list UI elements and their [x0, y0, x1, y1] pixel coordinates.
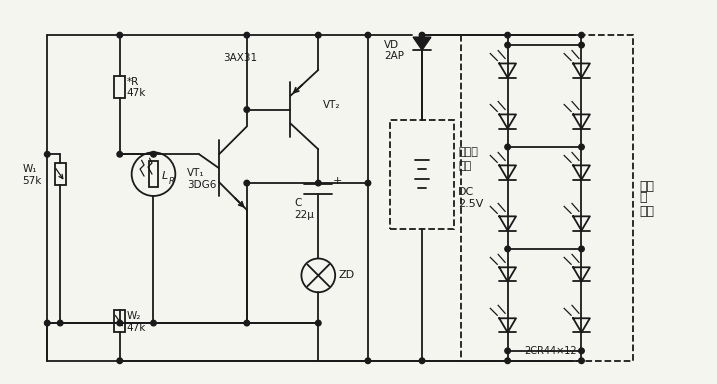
- Circle shape: [505, 144, 511, 150]
- Bar: [114, 76, 125, 98]
- Text: DC: DC: [458, 187, 475, 197]
- Text: 池组: 池组: [639, 205, 654, 218]
- Text: VT₁: VT₁: [187, 168, 205, 178]
- Circle shape: [244, 32, 250, 38]
- Circle shape: [117, 320, 123, 326]
- Circle shape: [151, 320, 156, 326]
- Circle shape: [505, 42, 511, 48]
- Circle shape: [365, 32, 371, 38]
- Circle shape: [505, 358, 511, 364]
- Text: R: R: [168, 177, 174, 185]
- Circle shape: [117, 358, 123, 364]
- Text: 47k: 47k: [127, 323, 146, 333]
- Text: VD: VD: [384, 40, 399, 50]
- Text: L: L: [161, 171, 168, 181]
- Polygon shape: [413, 37, 431, 50]
- Circle shape: [244, 180, 250, 186]
- Circle shape: [57, 320, 63, 326]
- Text: C: C: [295, 198, 302, 208]
- Text: 硅光: 硅光: [639, 180, 654, 192]
- Circle shape: [505, 32, 511, 38]
- Circle shape: [315, 32, 321, 38]
- Circle shape: [579, 144, 584, 150]
- Circle shape: [315, 320, 321, 326]
- Circle shape: [365, 358, 371, 364]
- Circle shape: [579, 358, 584, 364]
- Circle shape: [419, 358, 424, 364]
- Circle shape: [117, 32, 123, 38]
- Bar: [148, 161, 158, 187]
- Circle shape: [505, 348, 511, 354]
- Circle shape: [244, 320, 250, 326]
- Text: 2.5V: 2.5V: [458, 199, 484, 209]
- Text: 电池: 电池: [458, 161, 472, 171]
- Circle shape: [505, 246, 511, 252]
- Text: +: +: [333, 176, 343, 186]
- Text: *R: *R: [127, 77, 139, 87]
- Bar: [461, 35, 633, 361]
- Circle shape: [365, 180, 371, 186]
- Text: 57k: 57k: [22, 176, 42, 186]
- Circle shape: [579, 246, 584, 252]
- Text: 镍镕蓄: 镍镕蓄: [458, 147, 478, 157]
- Text: VT₂: VT₂: [323, 99, 341, 110]
- Circle shape: [579, 32, 584, 38]
- Bar: [390, 119, 455, 229]
- Text: ZD: ZD: [338, 270, 354, 280]
- Text: W₁: W₁: [22, 164, 37, 174]
- Bar: [114, 310, 125, 332]
- Text: 电: 电: [639, 192, 647, 204]
- Text: 47k: 47k: [127, 88, 146, 98]
- Text: 22μ: 22μ: [295, 210, 314, 220]
- Text: 2AP: 2AP: [384, 51, 404, 61]
- Circle shape: [117, 152, 123, 157]
- Text: 2CR44×12: 2CR44×12: [525, 346, 577, 356]
- Circle shape: [44, 320, 50, 326]
- Circle shape: [579, 348, 584, 354]
- Bar: [54, 163, 66, 185]
- Text: 3AX31: 3AX31: [223, 53, 257, 63]
- Text: 3DG6: 3DG6: [187, 180, 217, 190]
- Circle shape: [579, 42, 584, 48]
- Circle shape: [244, 107, 250, 113]
- Circle shape: [315, 180, 321, 186]
- Text: W₂: W₂: [127, 311, 141, 321]
- Circle shape: [151, 152, 156, 157]
- Circle shape: [44, 152, 50, 157]
- Circle shape: [419, 32, 424, 38]
